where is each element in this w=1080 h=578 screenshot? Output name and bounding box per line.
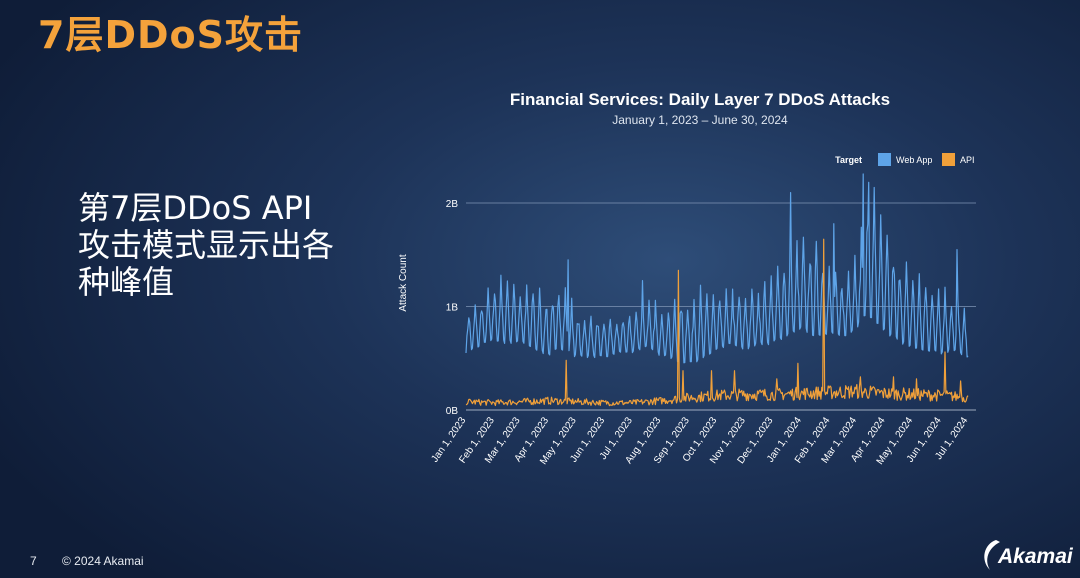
chart-subtitle: January 1, 2023 – June 30, 2024 — [612, 113, 788, 127]
legend-title: Target — [835, 155, 862, 165]
y-axis-label: Attack Count — [398, 254, 409, 311]
akamai-logo — [984, 540, 1000, 570]
chart-title: Financial Services: Daily Layer 7 DDoS A… — [509, 90, 891, 109]
chart-legend: Target Web App API — [835, 153, 975, 166]
y-tick-labels: 0B 1B 2B — [446, 199, 459, 417]
grid-lines — [466, 202, 976, 411]
legend-label-api: API — [960, 155, 975, 165]
y-tick-label: 2B — [446, 199, 459, 210]
series-lines — [465, 173, 969, 407]
y-tick-label: 1B — [446, 303, 459, 314]
series-line-api — [465, 238, 969, 407]
slide-title: 7层DDoS攻击 — [38, 13, 304, 57]
page-number: 7 — [30, 554, 37, 568]
logo-text: Akamai — [998, 545, 1073, 568]
series-line-web-app — [465, 173, 969, 364]
legend-swatch-api — [942, 153, 955, 166]
legend-label-web-app: Web App — [896, 155, 932, 165]
legend-swatch-web-app — [878, 153, 891, 166]
bullet-text: 第7层DDoS API攻击模式显示出各种峰值 — [78, 189, 335, 301]
copyright: © 2024 Akamai — [62, 554, 144, 568]
y-tick-label: 0B — [446, 406, 459, 417]
logo-swoosh-icon — [984, 540, 1000, 570]
